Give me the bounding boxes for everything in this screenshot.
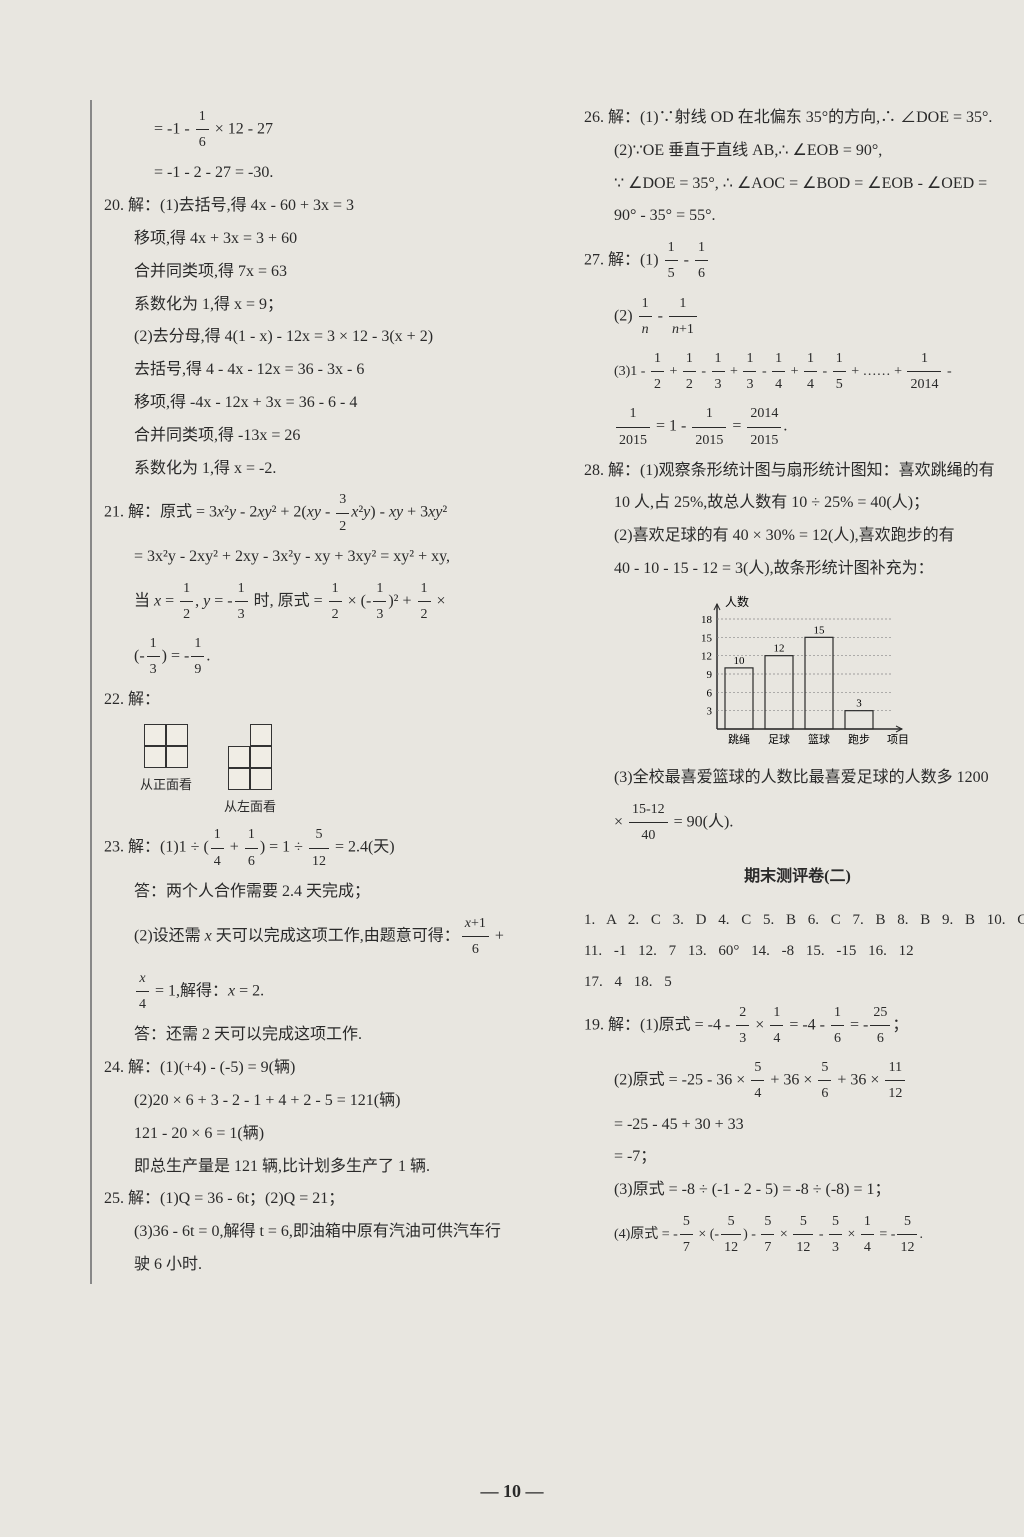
q20-line: 20. 解：(1)去括号,得 4x - 60 + 3x = 3	[104, 192, 504, 221]
svg-text:足球: 足球	[768, 732, 790, 746]
q28-line: (3)全校最喜爱篮球的人数比最喜爱足球的人数多 1200	[584, 764, 1011, 793]
svg-text:跳绳: 跳绳	[728, 732, 750, 746]
q28-line: × 15-1240 = 90(人).	[584, 797, 1011, 848]
q19-line: (2)原式 = -25 - 36 × 54 + 36 × 56 + 36 × 1…	[584, 1055, 1011, 1106]
q25-line: 25. 解：(1)Q = 36 - 6t；(2)Q = 21；	[104, 1185, 504, 1214]
q19-line: 19. 解：(1)原式 = -4 - 23 × 14 = -4 - 16 = -…	[584, 1000, 1011, 1051]
svg-text:18: 18	[701, 614, 713, 626]
left-column: = -1 - 16 × 12 - 27 = -1 - 2 - 27 = -30.…	[90, 100, 504, 1284]
svg-text:项目: 项目	[887, 733, 909, 746]
q23-line: 答：两个人合作需要 2.4 天完成；	[104, 878, 504, 907]
q27-line: 27. 解：(1) 15 - 16	[584, 235, 1011, 286]
q27-line: (3)1 - 12 + 12 - 13 + 13 - 14 + 14 - 15 …	[584, 346, 1011, 397]
eq-line: = -1 - 2 - 27 = -30.	[104, 159, 504, 188]
svg-text:6: 6	[707, 687, 713, 699]
q25-line: (3)36 - 6t = 0,解得 t = 6,即油箱中原有汽油可供汽车行	[104, 1218, 504, 1247]
grid-front-view	[144, 724, 188, 768]
svg-text:9: 9	[707, 669, 713, 681]
q28-line: 28. 解：(1)观察条形统计图与扇形统计图知：喜欢跳绳的有	[584, 457, 1011, 486]
page-number: — 10 —	[481, 1475, 544, 1507]
q23-line: 23. 解：(1)1 ÷ (14 + 16) = 1 ÷ 512 = 2.4(天…	[104, 822, 504, 873]
q24-line: 即总生产量是 121 辆,比计划多生产了 1 辆.	[104, 1153, 504, 1182]
caption-left: 从左面看	[218, 795, 282, 818]
svg-text:12: 12	[774, 643, 785, 655]
svg-text:跑步: 跑步	[848, 732, 870, 746]
caption-front: 从正面看	[134, 773, 198, 796]
q21-line: 21. 解：原式 = 3x²y - 2xy² + 2(xy - 32x²y) -…	[104, 487, 504, 538]
bar-chart: 人数 3 6 9 12 15 18 10 跳绳 12 足球 15 篮球 3 跑步 项目	[682, 594, 912, 754]
svg-text:12: 12	[701, 651, 712, 663]
q20-line: 合并同类项,得 7x = 63	[104, 258, 504, 287]
svg-text:15: 15	[814, 624, 826, 636]
svg-text:人数: 人数	[725, 594, 749, 609]
svg-text:3: 3	[857, 698, 863, 710]
q27-line: (2) 1n - 1n+1	[584, 291, 1011, 342]
answer-line: 17. 4 18. 5	[584, 969, 1011, 996]
q28-line: 10 人,占 25%,故总人数有 10 ÷ 25% = 40(人)；	[584, 489, 1011, 518]
q24-line: (2)20 × 6 + 3 - 2 - 1 + 4 + 2 - 5 = 121(…	[104, 1087, 504, 1116]
q28-line: (2)喜欢足球的有 40 × 30% = 12(人),喜欢跑步的有	[584, 522, 1011, 551]
q19-line: = -7；	[584, 1143, 1011, 1172]
q19-line: (3)原式 = -8 ÷ (-1 - 2 - 5) = -8 ÷ (-8) = …	[584, 1176, 1011, 1205]
q23-line: x4 = 1,解得：x = 2.	[104, 966, 504, 1017]
answer-line: 11. -1 12. 7 13. 60° 14. -8 15. -15 16. …	[584, 938, 1011, 965]
q20-line: 系数化为 1,得 x = -2.	[104, 455, 504, 484]
q20-line: 移项,得 4x + 3x = 3 + 60	[104, 225, 504, 254]
q21-line: 当 x = 12, y = -13 时, 原式 = 12 × (-13)² + …	[104, 576, 504, 627]
grid-left-view	[228, 724, 272, 790]
eq-line: = -1 - 16 × 12 - 27	[104, 104, 504, 155]
q26-line: 26. 解：(1)∵射线 OD 在北偏东 35°的方向,∴ ∠DOE = 35°…	[584, 104, 1011, 133]
svg-text:15: 15	[701, 632, 713, 644]
q21-line: = 3x²y - 2xy² + 2xy - 3x²y - xy + 3xy² =…	[104, 543, 504, 572]
q20-line: 合并同类项,得 -13x = 26	[104, 422, 504, 451]
svg-text:10: 10	[734, 655, 746, 667]
q26-line: ∵ ∠DOE = 35°, ∴ ∠AOC = ∠BOD = ∠EOB - ∠OE…	[584, 170, 1011, 199]
answer-line: 1. A 2. C 3. D 4. C 5. B 6. C 7. B 8. B …	[584, 907, 1011, 934]
q28-line: 40 - 10 - 15 - 12 = 3(人),故条形统计图补充为：	[584, 555, 1011, 584]
section-title: 期末测评卷(二)	[584, 863, 1011, 892]
q21-line: (-13) = -19.	[104, 631, 504, 682]
q25-line: 驶 6 小时.	[104, 1251, 504, 1280]
right-column: 26. 解：(1)∵射线 OD 在北偏东 35°的方向,∴ ∠DOE = 35°…	[574, 100, 1011, 1284]
q20-line: 去括号,得 4 - 4x - 12x = 36 - 3x - 6	[104, 356, 504, 385]
q19-line: = -25 - 45 + 30 + 33	[584, 1111, 1011, 1140]
q24-line: 24. 解：(1)(+4) - (-5) = 9(辆)	[104, 1054, 504, 1083]
q23-line: (2)设还需 x 天可以完成这项工作,由题意可得：x+16 +	[104, 911, 504, 962]
q23-line: 答：还需 2 天可以完成这项工作.	[104, 1021, 504, 1050]
q24-line: 121 - 20 × 6 = 1(辆)	[104, 1120, 504, 1149]
svg-text:3: 3	[707, 706, 713, 718]
q26-line: (2)∵OE 垂直于直线 AB,∴ ∠EOB = 90°,	[584, 137, 1011, 166]
q22-line: 22. 解：	[104, 686, 504, 715]
q20-line: (2)去分母,得 4(1 - x) - 12x = 3 × 12 - 3(x +…	[104, 323, 504, 352]
q20-line: 移项,得 -4x - 12x + 3x = 36 - 6 - 4	[104, 389, 504, 418]
svg-text:篮球: 篮球	[808, 732, 830, 746]
q20-line: 系数化为 1,得 x = 9；	[104, 291, 504, 320]
q26-line: 90° - 35° = 55°.	[584, 202, 1011, 231]
q27-line: 12015 = 1 - 12015 = 20142015.	[584, 401, 1011, 452]
q19-line: (4)原式 = -57 × (-512) - 57 × 512 - 53 × 1…	[584, 1209, 1011, 1260]
